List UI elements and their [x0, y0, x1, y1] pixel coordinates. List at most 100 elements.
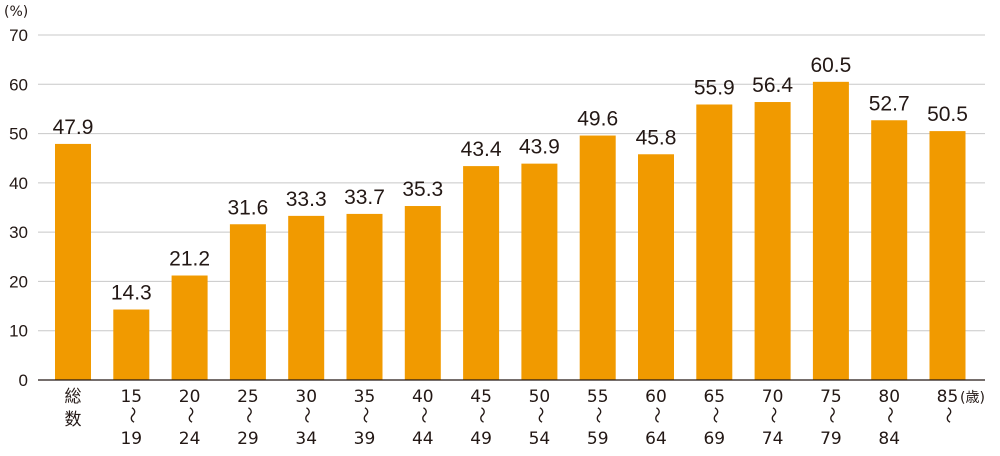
category-label-line: 84: [878, 429, 900, 449]
category-label-line: 79: [820, 429, 842, 449]
category-label-line: 54: [529, 429, 551, 449]
category-label: 60〜 64: [645, 387, 667, 449]
category-label-range-mark: 〜: [938, 407, 958, 424]
bar: [638, 154, 674, 380]
category-label-line: 30: [295, 387, 317, 407]
y-tick-label: 50: [9, 125, 28, 144]
category-label: 80〜 84: [878, 387, 900, 449]
y-tick-label: 60: [9, 75, 28, 94]
category-label-line: 数: [65, 410, 82, 430]
category-label: 35〜 39: [354, 387, 376, 449]
value-label: 56.4: [752, 74, 793, 97]
category-label-line: 24: [179, 429, 201, 449]
bar: [929, 131, 966, 380]
value-label: 33.3: [286, 188, 327, 211]
category-label-line: 総: [65, 387, 82, 407]
category-label-line: 69: [703, 429, 725, 449]
category-label-range-mark: 〜: [646, 407, 666, 424]
value-label: 14.3: [111, 282, 152, 305]
category-label-line: 64: [645, 429, 667, 449]
value-label: 52.7: [869, 92, 910, 115]
category-label-range-mark: 〜: [821, 407, 841, 424]
category-label: 40〜 44: [412, 387, 434, 449]
category-label: 20〜 24: [179, 387, 201, 449]
bar: [404, 206, 441, 380]
category-label-line: 20: [179, 387, 201, 407]
category-label-line: 45: [470, 387, 492, 407]
bar: [229, 224, 266, 380]
category-label-range-mark: 〜: [121, 407, 141, 424]
category-label-line: 85: [937, 387, 959, 407]
category-label-line: 55: [587, 387, 609, 407]
category-label-line: 15: [120, 387, 142, 407]
category-label-range-mark: 〜: [588, 407, 608, 424]
bar: [463, 166, 500, 380]
y-tick-labels: 0 10 20 30 40 50 60 70: [9, 26, 28, 390]
value-label: 21.2: [169, 248, 210, 271]
category-label-line: 19: [120, 429, 142, 449]
bar: [579, 135, 616, 380]
bar: [812, 81, 849, 381]
category-label: 65〜 69: [703, 387, 725, 449]
y-tick-label: 40: [9, 174, 28, 193]
value-label: 47.9: [53, 116, 94, 139]
category-label-line: 39: [354, 429, 376, 449]
category-label: 70〜 74: [762, 387, 784, 449]
category-label-line: 40: [412, 387, 434, 407]
value-label: 43.4: [461, 138, 502, 161]
category-label-range-mark: 〜: [296, 407, 316, 424]
value-label: 60.5: [810, 54, 851, 77]
category-label: 30〜 34: [295, 387, 317, 449]
category-label-line: 75: [820, 387, 842, 407]
bar: [754, 102, 791, 381]
category-label: 15〜 19: [120, 387, 142, 449]
bars: [55, 81, 966, 381]
category-label-line: 49: [470, 429, 492, 449]
bar: [871, 120, 908, 380]
bar: [346, 213, 383, 380]
category-label: 85〜: [937, 387, 959, 424]
y-tick-label: 30: [9, 223, 28, 242]
category-label-line: 34: [295, 429, 317, 449]
category-label-line: 74: [762, 429, 784, 449]
category-label: 55〜 59: [587, 387, 609, 449]
y-axis-unit: (%): [4, 4, 28, 20]
category-label: 25〜 29: [237, 387, 259, 449]
value-label: 33.7: [344, 186, 385, 209]
category-label: 総数: [65, 387, 82, 430]
category-label-line: 35: [354, 387, 376, 407]
y-tick-label: 70: [9, 26, 28, 45]
value-label: 43.9: [519, 136, 560, 159]
category-label-line: 50: [529, 387, 551, 407]
bar: [288, 215, 325, 380]
category-label: 50〜 54: [529, 387, 551, 449]
category-label-line: 59: [587, 429, 609, 449]
y-tick-label: 0: [19, 371, 28, 390]
category-label-range-mark: 〜: [529, 407, 549, 424]
category-label-range-mark: 〜: [704, 407, 724, 424]
y-tick-label: 20: [9, 272, 28, 291]
category-label-range-mark: 〜: [180, 407, 200, 424]
y-tick-label: 10: [9, 322, 28, 341]
value-label: 55.9: [694, 76, 735, 99]
bar: [113, 309, 150, 380]
category-label-line: 80: [878, 387, 900, 407]
category-label-line: 25: [237, 387, 259, 407]
category-label-range-mark: 〜: [238, 407, 258, 424]
category-label: 75〜 79: [820, 387, 842, 449]
category-label-line: 60: [645, 387, 667, 407]
value-label: 49.6: [577, 108, 618, 131]
bar: [521, 163, 558, 380]
category-label: 45〜 49: [470, 387, 492, 449]
bar: [696, 104, 733, 380]
category-label-range-mark: 〜: [413, 407, 433, 424]
category-label-range-mark: 〜: [471, 407, 491, 424]
category-label-line: 70: [762, 387, 784, 407]
bar: [171, 275, 208, 380]
category-labels: 総数15〜1920〜2425〜2930〜3435〜3940〜4445〜4950〜…: [65, 387, 959, 449]
value-label: 50.5: [927, 103, 968, 126]
category-label-range-mark: 〜: [355, 407, 375, 424]
category-label-line: 29: [237, 429, 259, 449]
x-axis-unit: (歳): [960, 390, 985, 406]
